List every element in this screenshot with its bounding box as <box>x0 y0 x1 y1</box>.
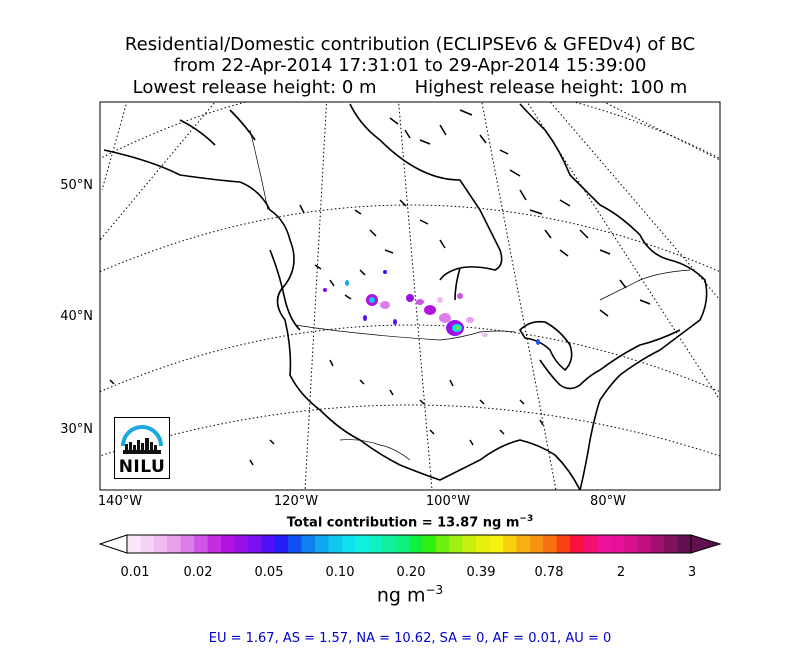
title-line-1: Residential/Domestic contribution (ECLIP… <box>124 34 696 55</box>
colorbar-cell <box>288 535 303 553</box>
colorbar-tick-label: 0.02 <box>183 565 213 580</box>
colorbar-cell <box>422 535 437 553</box>
colorbar-cell <box>301 535 316 553</box>
lon-label-140w: 140°W <box>97 494 143 509</box>
colorbar-cell <box>368 535 383 553</box>
colorbar-cell <box>583 535 598 553</box>
colorbar-cell <box>207 535 222 553</box>
title-line-3: Lowest release height: 0 m Highest releas… <box>0 77 800 98</box>
coastlines <box>103 103 708 490</box>
colorbar-tick-label: 0.78 <box>534 565 564 580</box>
map-content <box>100 102 720 490</box>
lon-label-120w: 120°W <box>273 494 319 509</box>
colorbar-cell <box>677 535 692 553</box>
colorbar-cell <box>462 535 477 553</box>
lat-label-40n: 40°N <box>60 309 93 324</box>
colorbar-cell <box>127 535 141 553</box>
lat-label-30n: 30°N <box>60 422 93 437</box>
colorbar-cell <box>234 535 249 553</box>
title-line-2: from 22-Apr-2014 17:31:01 to 29-Apr-2014… <box>173 55 647 76</box>
colorbar-tick-label: 3 <box>687 565 697 580</box>
colorbar-tick-label: 0.10 <box>325 565 355 580</box>
colorbar-cells <box>127 535 692 553</box>
nilu-logo-mark <box>121 425 163 454</box>
colorbar-cell <box>435 535 450 553</box>
colorbar-cell <box>180 535 195 553</box>
colorbar-cell <box>489 535 504 553</box>
colorbar-under-arrow <box>98 534 128 554</box>
lat-label-50n: 50°N <box>60 178 93 193</box>
colorbar-tick-label: 0.39 <box>466 565 496 580</box>
colorbar-tick-label: 0.05 <box>254 565 284 580</box>
colorbar-cell <box>623 535 638 553</box>
colorbar-cell <box>449 535 464 553</box>
colorbar-cell <box>247 535 262 553</box>
colorbar-cell <box>476 535 491 553</box>
lake-fragments <box>109 109 651 466</box>
colorbar-cell <box>664 535 679 553</box>
lowest-release-height: Lowest release height: 0 m <box>132 77 377 98</box>
nilu-logo: NILU <box>114 417 170 479</box>
colorbar-unit: ng m−3 <box>376 583 444 607</box>
colorbar-cell <box>597 535 611 553</box>
colorbar-cell <box>650 535 665 553</box>
contribution-patches <box>323 270 540 345</box>
colorbar-cell <box>153 535 168 553</box>
colorbar-cell <box>315 535 329 553</box>
colorbar-cell <box>543 535 558 553</box>
colorbar <box>98 534 722 554</box>
nilu-logo-text: NILU <box>118 457 166 477</box>
colorbar-cell <box>221 535 235 553</box>
colorbar-cell <box>570 535 585 553</box>
colorbar-cell <box>341 535 356 553</box>
colorbar-cell <box>140 535 155 553</box>
colorbar-cell <box>355 535 370 553</box>
colorbar-frame <box>126 534 692 554</box>
colorbar-cell <box>328 535 343 553</box>
colorbar-tick-label: 2 <box>616 565 626 580</box>
colorbar-cell <box>610 535 625 553</box>
lon-label-80w: 80°W <box>590 494 626 509</box>
borders <box>249 129 691 461</box>
colorbar-cell <box>409 535 423 553</box>
total-contribution: Total contribution = 13.87 ng m−3 <box>286 514 534 531</box>
colorbar-cell <box>274 535 289 553</box>
regional-contributions: EU = 1.67, AS = 1.57, NA = 10.62, SA = 0… <box>208 631 612 646</box>
colorbar-cell <box>382 535 397 553</box>
colorbar-cell <box>395 535 410 553</box>
colorbar-cell <box>261 535 276 553</box>
lon-label-100w: 100°W <box>425 494 471 509</box>
colorbar-cell <box>556 535 571 553</box>
map-frame <box>99 101 721 491</box>
colorbar-cell <box>167 535 182 553</box>
colorbar-cell <box>516 535 531 553</box>
colorbar-cell <box>503 535 517 553</box>
colorbar-cell <box>194 535 209 553</box>
colorbar-tick-label: 0.01 <box>120 565 150 580</box>
colorbar-tick-label: 0.20 <box>396 565 426 580</box>
colorbar-cell <box>637 535 652 553</box>
colorbar-cell <box>529 535 544 553</box>
highest-release-height: Highest release height: 100 m <box>414 77 688 98</box>
colorbar-over-arrow <box>690 534 722 554</box>
